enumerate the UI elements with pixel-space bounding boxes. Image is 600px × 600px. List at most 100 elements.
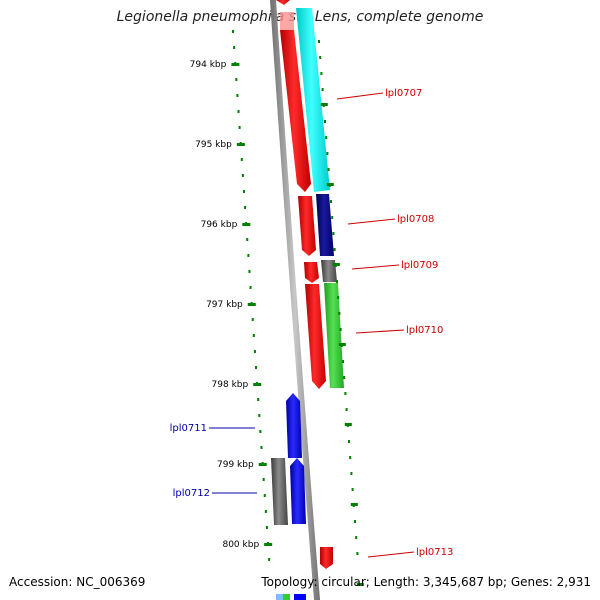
scale-minor-tick [327,168,330,171]
scale-minor-tick [255,366,258,369]
scale-minor-tick [331,216,334,219]
scale-major-tick [264,543,273,546]
scale-minor-tick [260,446,263,449]
gene-label-lpl0709[interactable]: lpl0709 [401,260,438,271]
scale-minor-tick [349,456,352,459]
topology-summary-text: Topology: circular; Length: 3,345,687 bp… [261,575,591,589]
gene-label-lpl0707[interactable]: lpl0707 [385,88,422,99]
scale-minor-tick [343,376,346,379]
cds-lpl0711 [286,393,302,458]
scale-minor-tick [246,238,249,241]
scale-label: 794 kbp [190,60,227,70]
cds-lpl0710 [305,284,326,389]
gene-label-lpl0708[interactable]: lpl0708 [397,214,434,225]
scale-minor-tick [247,254,250,257]
scale-minor-tick [350,472,353,475]
scale-minor-tick [263,494,266,497]
scale-major-tick [231,63,240,66]
scale-minor-tick [337,296,340,299]
scale-minor-tick [338,312,341,315]
scale-major-tick [326,183,334,186]
leader-line-lpl0709 [351,264,400,270]
scale-minor-tick [354,520,356,523]
genome-backbone [270,0,320,600]
scale-minor-tick [355,536,358,539]
scale-minor-tick [264,510,267,513]
scale-label: 800 kbp [222,540,259,550]
scale-major-tick [253,383,262,386]
scale-minor-tick [336,280,338,283]
scale-label: 799 kbp [217,460,254,470]
scale-minor-tick [330,200,332,203]
cds-lpl0709 [304,262,319,283]
scale-major-tick [332,263,340,266]
scale-minor-tick [238,126,241,129]
scale-major-tick [350,503,358,506]
scale-minor-tick [236,94,239,97]
leader-line-lpl0713 [367,551,415,558]
scale-minor-tick [235,78,238,81]
scale-major-tick [320,103,328,106]
leader-line-lpl0707 [336,92,384,100]
scale-minor-tick [257,398,260,401]
scale-minor-tick [319,56,322,59]
scale-minor-tick [345,408,348,411]
scale-minor-tick [251,318,254,321]
scale-minor-tick [253,350,256,353]
cds-lpl0713 [320,547,333,569]
scale-label: 795 kbp [195,140,232,150]
accession-text: Accession: NC_006369 [9,575,146,589]
scale-label: 798 kbp [212,380,249,390]
scale-minor-tick [333,248,336,251]
feature-bottom-cyan [276,594,283,600]
scale-minor-tick [356,552,359,555]
scale-minor-tick [233,46,236,49]
scale-major-tick [338,343,346,346]
scale-minor-tick [241,174,244,177]
cds-lpl0707 [280,30,311,192]
cds-lpl0712 [290,458,306,524]
feature-lpl0712-gray [271,458,288,525]
scale-minor-tick [325,136,328,139]
scale-major-tick [247,303,256,306]
scale-minor-tick [248,270,251,273]
scale-minor-tick [332,232,335,235]
gene-label-lpl0711[interactable]: lpl0711 [170,423,207,434]
leader-line-lpl0710 [355,329,405,334]
scale-minor-tick [339,328,342,331]
scale-minor-tick [265,526,268,529]
feature-lpl0707-cyan [296,8,330,192]
scale-minor-tick [326,152,329,155]
cds-top-pink [280,12,294,30]
scale-minor-tick [237,110,240,113]
gene-label-lpl0713[interactable]: lpl0713 [416,547,453,558]
scale-minor-tick [351,488,354,491]
scale-minor-tick [259,430,262,433]
gene-label-lpl0712[interactable]: lpl0712 [173,488,210,499]
scale-minor-tick [240,158,243,161]
scale-major-tick [356,583,364,586]
scale-minor-tick [249,286,252,289]
scale-minor-tick [252,334,255,337]
scale-minor-tick [262,478,265,481]
scale-minor-tick [320,72,323,75]
gene-label-lpl0710[interactable]: lpl0710 [406,325,443,336]
scale-major-tick [242,223,251,226]
scale-minor-tick [321,88,324,91]
scale-minor-tick [318,40,320,43]
scale-major-tick [236,143,245,146]
scale-label: 796 kbp [201,220,238,230]
scale-major-tick [344,423,352,426]
scale-minor-tick [268,558,271,561]
leader-line-lpl0708 [347,218,396,225]
scale-minor-tick [242,190,245,193]
cds-top-forward [276,0,290,5]
scale-major-tick [258,463,267,466]
cds-lpl0708 [298,196,316,256]
feature-lpl0708-navy [316,194,334,256]
feature-lpl0710-green [324,283,344,388]
scale-minor-tick [324,120,326,123]
scale-minor-tick [258,414,261,417]
